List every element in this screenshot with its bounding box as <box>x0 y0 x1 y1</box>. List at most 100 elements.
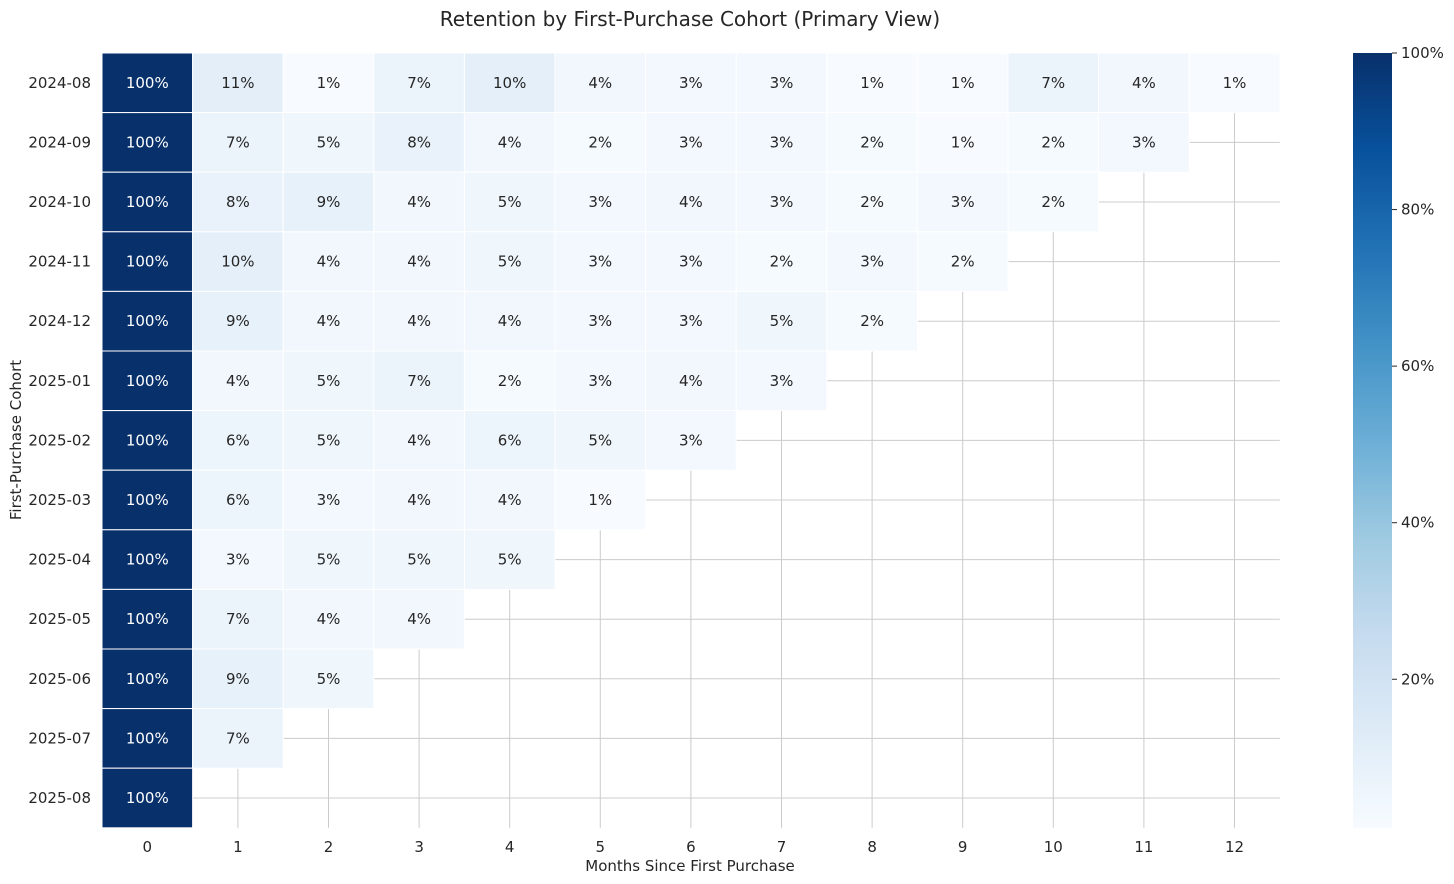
heatmap-cell <box>463 469 556 531</box>
cell-label: 10% <box>221 253 254 271</box>
cell-label: 4% <box>317 253 341 271</box>
cell-label: 4% <box>498 312 522 330</box>
heatmap-cell <box>463 529 556 590</box>
heatmap-cell <box>645 350 737 412</box>
cell-label: 7% <box>226 610 250 628</box>
cell-label: 100% <box>126 431 169 449</box>
cell-label: 7% <box>407 372 431 390</box>
heatmap-cell <box>735 231 828 292</box>
cell-label: 100% <box>126 372 169 390</box>
cell-label: 9% <box>317 193 341 211</box>
colorbar-tick-label: 100% <box>1401 44 1444 62</box>
cell-label: 7% <box>226 729 250 747</box>
cell-label: 5% <box>588 431 612 449</box>
x-tick-label: 0 <box>143 838 153 856</box>
cell-label: 5% <box>407 551 431 569</box>
cell-label: 3% <box>679 133 703 151</box>
x-tick-label: 11 <box>1134 838 1153 856</box>
heatmap-cell <box>554 112 647 173</box>
y-tick-label: 2025-01 <box>28 372 91 390</box>
cell-label: 3% <box>317 491 341 509</box>
cell-label: 4% <box>588 74 612 92</box>
cell-label: 4% <box>317 610 341 628</box>
heatmap-cell <box>282 231 375 292</box>
y-tick-label: 2025-08 <box>28 789 91 807</box>
cell-label: 100% <box>126 74 169 92</box>
heatmap-cell <box>373 231 465 292</box>
x-tick-label: 6 <box>686 838 696 856</box>
heatmap-cell <box>1007 52 1100 114</box>
colorbar <box>1353 53 1392 828</box>
y-tick-label: 2025-05 <box>28 610 91 628</box>
cell-label: 2% <box>860 133 884 151</box>
heatmap-cell <box>101 708 194 769</box>
heatmap-cell <box>192 588 284 650</box>
heatmap-cell <box>282 648 375 710</box>
cell-label: 100% <box>126 491 169 509</box>
x-axis-ticks: 0 1 2 3 4 5 6 7 8 9 10 11 12 <box>143 838 1245 856</box>
cell-label: 1% <box>317 74 341 92</box>
heatmap-cell <box>192 52 284 114</box>
cell-label: 3% <box>1132 133 1156 151</box>
cell-label: 6% <box>498 431 522 449</box>
cell-label: 5% <box>498 551 522 569</box>
x-tick-label: 7 <box>777 838 787 856</box>
cell-label: 100% <box>126 312 169 330</box>
colorbar-tick-label: 20% <box>1401 670 1434 688</box>
cell-label: 6% <box>226 431 250 449</box>
cell-label: 1% <box>951 74 975 92</box>
heatmap-cell <box>916 52 1009 114</box>
y-tick-label: 2024-12 <box>28 312 91 330</box>
cell-label: 5% <box>317 133 341 151</box>
chart-title: Retention by First-Purchase Cohort (Prim… <box>440 7 940 31</box>
cell-label: 100% <box>126 729 169 747</box>
cell-label: 3% <box>770 133 794 151</box>
heatmap-cell <box>1098 52 1190 114</box>
heatmap-cell <box>1098 112 1190 173</box>
heatmap-cell <box>101 231 194 292</box>
cell-label: 2% <box>770 253 794 271</box>
y-tick-label: 2024-10 <box>28 193 91 211</box>
cell-label: 3% <box>679 312 703 330</box>
cell-label: 4% <box>226 372 250 390</box>
cell-label: 7% <box>407 74 431 92</box>
cell-label: 4% <box>498 133 522 151</box>
cell-label: 4% <box>407 431 431 449</box>
heatmap-cell <box>373 52 465 114</box>
heatmap-cell <box>373 410 465 471</box>
heatmap-cell <box>1188 52 1281 114</box>
cell-label: 4% <box>407 491 431 509</box>
heatmap-cell <box>192 112 284 173</box>
cell-label: 3% <box>588 193 612 211</box>
heatmap-cell <box>916 112 1009 173</box>
cell-label: 3% <box>770 372 794 390</box>
cell-label: 2% <box>860 193 884 211</box>
heatmap-cell <box>282 290 375 352</box>
cell-label: 4% <box>317 312 341 330</box>
y-tick-label: 2025-04 <box>28 551 91 569</box>
cell-label: 5% <box>770 312 794 330</box>
cell-label: 1% <box>1223 74 1247 92</box>
heatmap-cell <box>282 529 375 590</box>
cell-label: 2% <box>1041 193 1065 211</box>
heatmap-cell <box>463 231 556 292</box>
heatmap-cell <box>282 350 375 412</box>
x-tick-label: 3 <box>414 838 424 856</box>
x-axis-label: Months Since First Purchase <box>585 857 795 875</box>
y-tick-label: 2025-07 <box>28 729 91 747</box>
y-tick-label: 2024-09 <box>28 133 91 151</box>
heatmap-cell <box>373 112 465 173</box>
cell-label: 1% <box>860 74 884 92</box>
y-tick-label: 2024-11 <box>28 253 91 271</box>
cell-label: 100% <box>126 253 169 271</box>
cell-label: 10% <box>493 74 526 92</box>
cell-label: 3% <box>860 253 884 271</box>
colorbar-tick-label: 40% <box>1401 514 1434 532</box>
heatmap-cell <box>192 469 284 531</box>
heatmap-cell <box>463 410 556 471</box>
cell-label: 100% <box>126 193 169 211</box>
heatmap-cell <box>1007 171 1100 233</box>
heatmap-cell <box>554 469 647 531</box>
heatmap-cell <box>554 410 647 471</box>
